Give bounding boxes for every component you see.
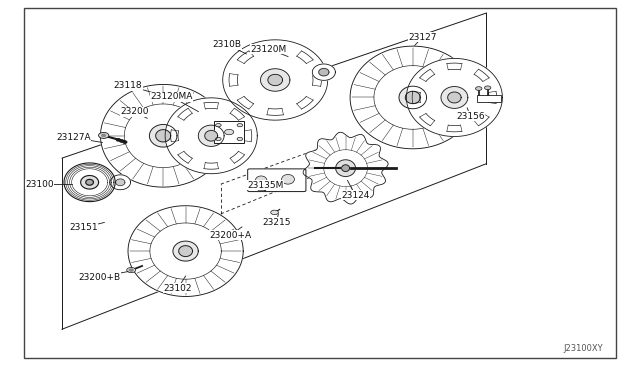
Polygon shape	[342, 165, 349, 171]
Polygon shape	[441, 87, 468, 108]
Circle shape	[271, 210, 278, 215]
Polygon shape	[350, 46, 476, 149]
Ellipse shape	[255, 176, 267, 185]
Polygon shape	[81, 176, 99, 189]
Text: 23100: 23100	[26, 180, 54, 189]
Polygon shape	[86, 179, 93, 185]
Text: 23127: 23127	[408, 33, 436, 42]
Text: J23100XY: J23100XY	[563, 344, 603, 353]
Polygon shape	[100, 84, 226, 187]
Polygon shape	[336, 160, 356, 176]
Text: 23120MA: 23120MA	[150, 92, 193, 101]
Circle shape	[484, 86, 491, 90]
Polygon shape	[406, 58, 502, 137]
Polygon shape	[156, 129, 171, 142]
Polygon shape	[319, 68, 329, 76]
Circle shape	[216, 137, 221, 141]
Bar	[477, 95, 501, 102]
Polygon shape	[149, 125, 177, 147]
Polygon shape	[198, 125, 224, 147]
Bar	[214, 121, 244, 143]
Text: 23118: 23118	[114, 81, 142, 90]
Polygon shape	[165, 98, 257, 174]
Polygon shape	[399, 86, 427, 109]
Circle shape	[237, 124, 243, 127]
Text: 23215: 23215	[262, 218, 291, 227]
Circle shape	[216, 124, 221, 127]
Polygon shape	[405, 91, 420, 104]
Text: 23120M: 23120M	[251, 45, 287, 54]
Text: 23124: 23124	[341, 191, 369, 200]
Text: 23127A: 23127A	[56, 133, 91, 142]
Polygon shape	[173, 241, 198, 261]
Polygon shape	[260, 69, 290, 91]
Text: 23200: 23200	[120, 107, 148, 116]
Text: 23135M: 23135M	[248, 181, 284, 190]
Polygon shape	[205, 131, 218, 141]
Circle shape	[123, 141, 127, 143]
Circle shape	[102, 134, 106, 137]
Polygon shape	[223, 40, 328, 120]
Polygon shape	[312, 64, 335, 80]
Circle shape	[129, 269, 133, 271]
Text: 2310B: 2310B	[212, 40, 242, 49]
Text: 23156: 23156	[456, 112, 484, 121]
Ellipse shape	[270, 180, 280, 188]
Polygon shape	[116, 179, 125, 186]
Ellipse shape	[282, 174, 294, 184]
Circle shape	[99, 132, 109, 138]
Circle shape	[237, 137, 243, 141]
Polygon shape	[64, 163, 115, 202]
Polygon shape	[128, 206, 243, 296]
Circle shape	[257, 187, 264, 191]
Text: 23200+B: 23200+B	[78, 273, 120, 282]
Circle shape	[127, 267, 136, 273]
Circle shape	[225, 129, 234, 135]
Polygon shape	[110, 175, 131, 190]
Polygon shape	[448, 92, 461, 103]
Text: 23151: 23151	[69, 223, 97, 232]
Text: 23200+A: 23200+A	[209, 231, 252, 240]
Text: 23102: 23102	[164, 284, 192, 293]
Polygon shape	[268, 74, 282, 86]
Circle shape	[120, 140, 124, 142]
FancyBboxPatch shape	[248, 169, 306, 192]
Circle shape	[116, 139, 120, 141]
Circle shape	[476, 87, 482, 90]
Polygon shape	[303, 132, 388, 204]
Polygon shape	[179, 246, 193, 257]
